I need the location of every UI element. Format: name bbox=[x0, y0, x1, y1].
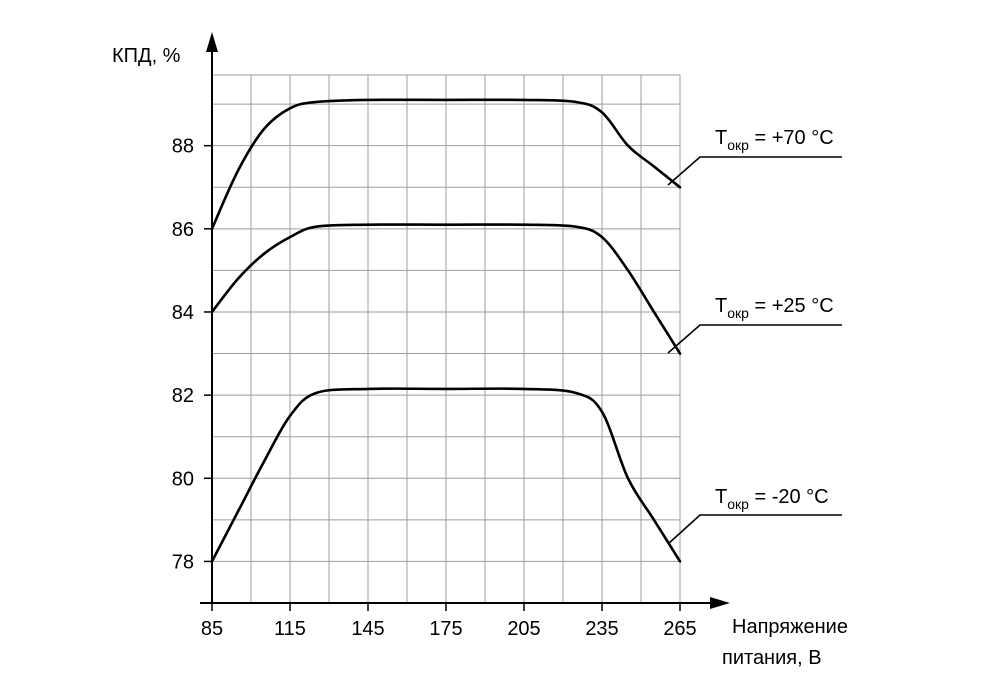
x-tick-label: 265 bbox=[663, 618, 696, 640]
y-tick-label: 88 bbox=[172, 136, 194, 158]
x-tick-label: 85 bbox=[201, 618, 223, 640]
x-axis-label-line1: Напряжение bbox=[732, 616, 848, 638]
x-tick-label: 175 bbox=[429, 618, 462, 640]
x-tick-label: 205 bbox=[507, 618, 540, 640]
label-leader-line bbox=[667, 156, 842, 186]
x-axis-label-line2: питания, В bbox=[722, 647, 822, 669]
series-line-25c bbox=[210, 223, 682, 355]
series-label-minus20c: Tокр = -20 °C bbox=[715, 486, 829, 512]
grid bbox=[211, 74, 681, 603]
series-label-25c: Tокр = +25 °C bbox=[715, 295, 834, 321]
y-tick-label: 86 bbox=[172, 219, 194, 241]
series-line-minus20c bbox=[210, 387, 682, 563]
series-line-70c bbox=[210, 98, 682, 231]
y-axis-arrow bbox=[206, 32, 218, 52]
tick-labels: 85 115 145 175 205 235 265 78 80 82 84 86 88 bbox=[172, 136, 697, 640]
x-tick-label: 115 bbox=[274, 618, 306, 640]
series-lines bbox=[210, 98, 682, 563]
y-axis-label: КПД, % bbox=[112, 45, 181, 67]
label-leader-line bbox=[667, 514, 842, 545]
y-tick-label: 82 bbox=[172, 385, 194, 407]
y-tick-label: 84 bbox=[172, 302, 194, 324]
series-labels: Tокр = +70 °C Tокр = +25 °C Tокр = -20 °C bbox=[667, 127, 842, 545]
axes bbox=[200, 32, 730, 609]
x-tick-label: 145 bbox=[351, 618, 384, 640]
x-axis-arrow bbox=[710, 597, 730, 609]
label-leader-line bbox=[667, 324, 842, 354]
y-tick-label: 80 bbox=[172, 468, 194, 490]
y-tick-label: 78 bbox=[172, 551, 194, 573]
x-tick-label: 235 bbox=[585, 618, 618, 640]
series-label-70c: Tокр = +70 °C bbox=[715, 127, 834, 153]
